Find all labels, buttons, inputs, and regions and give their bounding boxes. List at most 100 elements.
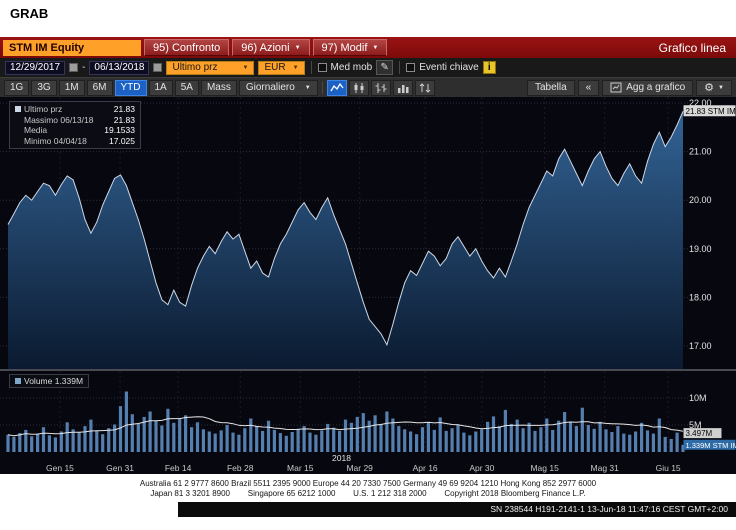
- x-axis: 2018 Gen 15 Gen 31 Feb 14 Feb 28 Mar 15 Mar 2…: [0, 452, 736, 474]
- menu-bar: STM IM Equity 95) Confronto 96) Azioni ▼…: [0, 37, 736, 58]
- toolbar-divider: [321, 81, 323, 94]
- volume-legend: Volume 1.339M: [9, 374, 90, 388]
- settings-toolbar: 12/29/2017 - 06/13/2018 Ultimo prz ▼ EUR…: [0, 58, 736, 77]
- x-tick-label: Feb 28: [226, 463, 254, 473]
- svg-text:3.497M: 3.497M: [686, 429, 713, 438]
- menu-modif-button[interactable]: 97) Modif ▼: [312, 39, 388, 56]
- add-to-chart-label: Agg a grafico: [626, 82, 686, 93]
- frequency-value: Giornaliero: [245, 82, 295, 93]
- svg-text:5M: 5M: [689, 420, 702, 430]
- chevron-down-icon: ▼: [372, 44, 379, 51]
- period-1g-button[interactable]: 1G: [4, 79, 30, 96]
- svg-text:18.00: 18.00: [689, 292, 712, 302]
- volume-ma-badge: 3.497M: [683, 428, 722, 439]
- table-button-label: Tabella: [534, 82, 567, 93]
- frequency-dropdown[interactable]: Giornaliero ▼: [238, 79, 318, 96]
- date-to-picker-button[interactable]: [153, 63, 163, 72]
- period-1m-button[interactable]: 1M: [58, 79, 85, 96]
- currency-value: EUR: [264, 62, 286, 73]
- eventi-chiave-checkbox[interactable]: [406, 63, 416, 72]
- menu-modif-label: 97) Modif: [321, 41, 368, 54]
- period-toolbar: 1G 3G 1M 6M YTD 1A 5A Mass Giornaliero ▼ Tabell…: [0, 77, 736, 97]
- x-tick-label: Gen 31: [106, 463, 134, 473]
- price-panel[interactable]: 22.00 21.00 20.00 19.00 18.00 17.00 21.83 STM …: [0, 97, 736, 369]
- toolbar-divider: [399, 61, 401, 74]
- volume-panel[interactable]: 10M 5M 3.497M 1.339M STM IM Volume 1.339M: [0, 371, 736, 452]
- svg-text:1.339M STM IM: 1.339M STM IM: [686, 441, 736, 450]
- period-1a-button[interactable]: 1A: [148, 79, 173, 96]
- volume-color-swatch: [15, 378, 21, 384]
- svg-text:17.00: 17.00: [689, 341, 712, 351]
- price-type-dropdown[interactable]: Ultimo prz ▼: [166, 60, 255, 75]
- x-tick-label: Feb 14: [164, 463, 192, 473]
- legend-mean-value: 19.1533: [104, 125, 135, 135]
- legend-last-label: Ultimo prz: [24, 104, 63, 114]
- chevron-down-icon: ▼: [304, 84, 311, 91]
- x-tick-label: Apr 16: [412, 463, 438, 473]
- year-label: 2018: [332, 453, 351, 463]
- gear-icon: ⚙: [704, 82, 715, 94]
- pencil-icon: ✎: [380, 62, 389, 73]
- annotate-pencil-button[interactable]: ✎: [376, 60, 394, 75]
- period-5a-button[interactable]: 5A: [174, 79, 199, 96]
- x-tick-label: Apr 30: [469, 463, 495, 473]
- ticker-field[interactable]: STM IM Equity: [3, 39, 141, 56]
- menu-azioni-button[interactable]: 96) Azioni ▼: [232, 39, 310, 56]
- table-button[interactable]: Tabella: [526, 79, 575, 96]
- ohlc-icon: [375, 82, 387, 93]
- x-tick-label: Giu 15: [655, 463, 681, 473]
- price-chart-svg[interactable]: 22.00 21.00 20.00 19.00 18.00 17.00 21.83 STM …: [0, 97, 736, 369]
- price-legend: Ultimo prz 21.83 Massimo 06/13/18 21.83 …: [9, 101, 141, 149]
- info-icon-button[interactable]: i: [482, 61, 496, 74]
- legend-row-high: Massimo 06/13/18 21.83: [15, 115, 135, 126]
- candlestick-type-button[interactable]: [348, 79, 369, 96]
- legend-mean-label: Media: [24, 125, 48, 135]
- collapse-button[interactable]: «: [577, 79, 600, 96]
- svg-text:21.00: 21.00: [689, 147, 712, 157]
- menu-confronto-label: 95) Confronto: [153, 41, 221, 54]
- menu-azioni-label: 96) Azioni: [241, 41, 290, 54]
- date-to-input[interactable]: 06/13/2018: [89, 60, 150, 75]
- ohlc-type-button[interactable]: [370, 79, 391, 96]
- chevron-down-icon: ▼: [718, 84, 724, 91]
- legend-low-label: Minimo 04/04/18: [24, 135, 87, 146]
- period-6m-button[interactable]: 6M: [86, 79, 113, 96]
- volume-chart-svg[interactable]: 10M 5M3.497M 1.339M STM IM: [0, 371, 736, 452]
- period-mass-button[interactable]: Mass: [200, 79, 237, 96]
- add-chart-icon: [610, 82, 622, 93]
- chevron-down-icon: ▼: [294, 44, 301, 51]
- x-tick-label: Mag 31: [590, 463, 619, 473]
- bar-chart-icon: [397, 84, 409, 93]
- chart-mode-title: Grafico linea: [658, 40, 726, 55]
- x-tick-label: Mar 15: [287, 463, 314, 473]
- legend-high-label: Massimo 06/13/18: [24, 114, 94, 125]
- menu-confronto-button[interactable]: 95) Confronto: [144, 39, 230, 56]
- eventi-chiave-label: Eventi chiave: [419, 62, 479, 73]
- footer-contact-line-2: Japan 81 3 3201 8900 Singapore 65 6212 1…: [150, 489, 586, 498]
- period-3g-button[interactable]: 3G: [31, 79, 57, 96]
- legend-low-value: 17.025: [109, 135, 135, 146]
- toolbar-divider: [310, 61, 312, 74]
- period-ytd-button[interactable]: YTD: [114, 79, 147, 96]
- date-from-picker-button[interactable]: [69, 63, 79, 72]
- line-chart-type-button[interactable]: [326, 79, 347, 96]
- med-mob-checkbox[interactable]: [317, 63, 327, 72]
- grab-label: GRAB: [10, 6, 49, 21]
- series-color-swatch: [15, 106, 21, 113]
- grab-bar: GRAB: [0, 0, 736, 37]
- legend-row-mean: Media 19.1533: [15, 125, 135, 136]
- compare-type-button[interactable]: [414, 79, 435, 96]
- date-from-input[interactable]: 12/29/2017: [5, 60, 66, 75]
- add-to-chart-button[interactable]: Agg a grafico: [602, 79, 694, 96]
- settings-gear-button[interactable]: ⚙ ▼: [696, 79, 732, 96]
- svg-text:10M: 10M: [689, 393, 707, 403]
- bar-type-button[interactable]: [392, 79, 413, 96]
- panel-divider[interactable]: [0, 369, 736, 371]
- compare-arrows-icon: [419, 82, 431, 93]
- collapse-icon: «: [585, 82, 592, 93]
- currency-dropdown[interactable]: EUR ▼: [258, 60, 305, 75]
- x-tick-label: Mag 15: [530, 463, 559, 473]
- price-type-value: Ultimo prz: [172, 62, 218, 73]
- date-range-separator: -: [82, 62, 86, 73]
